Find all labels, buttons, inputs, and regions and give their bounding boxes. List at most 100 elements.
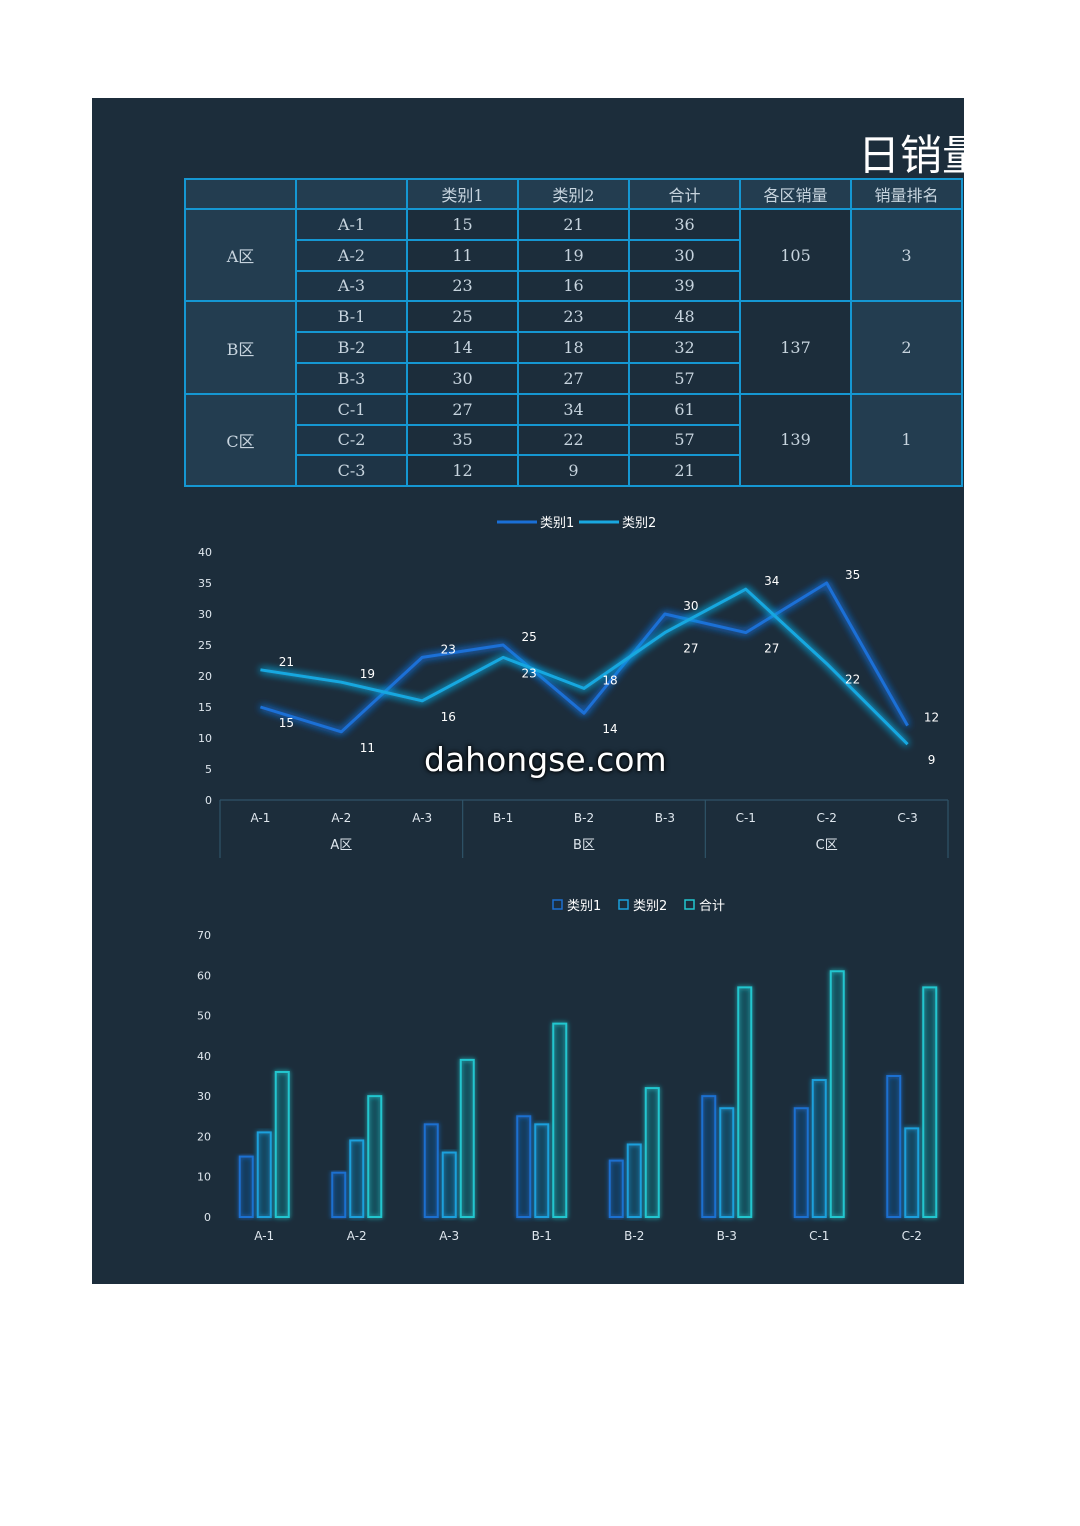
y-tick-label: 5 (205, 763, 212, 776)
value-cell: 16 (517, 269, 630, 303)
subzone-cell: B-3 (295, 361, 408, 395)
value-cell: 27 (406, 392, 519, 426)
y-tick-label: 0 (204, 1211, 211, 1224)
legend-label: 类别1 (567, 899, 601, 914)
table-header-cell: 类别1 (406, 178, 519, 210)
value-cell: 18 (517, 331, 630, 364)
table-header-cell: 合计 (628, 178, 741, 210)
rank-cell: 2 (850, 300, 963, 395)
data-label: 23 (441, 642, 456, 656)
table-row: C-3 12 9 21 (185, 454, 962, 488)
bar (886, 1075, 902, 1218)
rank-cell: 1 (850, 392, 963, 488)
data-label: 9 (928, 753, 936, 767)
subzone-cell: B-1 (295, 300, 408, 334)
bar (829, 970, 845, 1218)
line-chart-y-axis: 0 5 10 15 20 25 30 35 40 (198, 546, 212, 807)
sales-table: 类别1 类别2 合计 各区销量 销量排名 A区 A-1 15 21 36 105 3 A-2 1… (184, 178, 963, 488)
y-tick-label: 30 (197, 1090, 211, 1103)
bar (811, 1079, 827, 1218)
bar (331, 1171, 347, 1218)
line-chart-x-axis: A-1 A-2 A-3 B-1 B-2 B-3 C-1 C-2 C-3 A区 B区 C区 (219, 799, 949, 858)
bar (552, 1022, 568, 1218)
legend-swatch (684, 899, 695, 910)
table-row: B-3 30 27 57 (185, 361, 962, 395)
subzone-cell: A-3 (295, 269, 408, 303)
table-header-cell: 各区销量 (739, 178, 852, 210)
x-tick-label: B-2 (574, 811, 594, 825)
table-row: C区 C-1 27 34 61 139 1 (184, 392, 963, 488)
table-row: A-2 11 19 30 (185, 238, 962, 272)
data-label: 27 (764, 642, 779, 656)
x-group-label: A区 (330, 838, 352, 853)
value-cell: 12 (406, 454, 519, 488)
y-tick-label: 25 (198, 639, 212, 652)
bar (274, 1070, 290, 1218)
value-cell: 48 (628, 300, 741, 334)
value-cell: 57 (628, 423, 741, 457)
zone-cell: B区 (184, 300, 297, 395)
legend-label: 类别1 (540, 516, 574, 531)
value-cell: 32 (628, 331, 741, 364)
y-tick-label: 0 (205, 794, 212, 807)
watermark: dahongse.com (424, 740, 667, 779)
y-tick-label: 40 (197, 1050, 211, 1063)
bar (516, 1115, 532, 1219)
data-label: 23 (521, 666, 536, 680)
table-row: B区 B-1 25 23 48 137 2 (184, 300, 963, 395)
legend-label: 类别2 (622, 516, 656, 531)
bar (459, 1058, 475, 1218)
data-label: 16 (441, 710, 456, 724)
legend-swatch (552, 899, 563, 910)
y-tick-label: 30 (198, 608, 212, 621)
x-tick-label: B-2 (624, 1229, 644, 1243)
x-tick-label: B-3 (717, 1229, 737, 1243)
value-cell: 36 (628, 208, 741, 241)
table-row: B-2 14 18 32 (185, 331, 962, 364)
line-chart-data-labels: 15 11 23 25 14 30 27 35 12 21 19 16 23 18 27 34 22 9 (279, 568, 939, 767)
value-cell: 23 (517, 300, 630, 334)
bar (626, 1143, 642, 1218)
value-cell: 14 (406, 331, 519, 364)
value-cell: 19 (517, 238, 630, 272)
bar (793, 1107, 809, 1219)
y-tick-label: 15 (198, 701, 212, 714)
bar (922, 986, 938, 1218)
zone-total-cell: 105 (739, 207, 852, 303)
data-label: 18 (602, 673, 617, 687)
value-cell: 23 (406, 269, 519, 303)
data-label: 15 (279, 716, 294, 730)
value-cell: 21 (628, 454, 741, 488)
x-tick-label: A-1 (250, 811, 270, 825)
legend-label: 类别2 (633, 899, 667, 914)
x-tick-label: A-2 (331, 811, 351, 825)
value-cell: 61 (628, 392, 741, 426)
zone-total-cell: 137 (739, 300, 852, 395)
bar-chart-series (238, 970, 938, 1219)
y-tick-label: 70 (197, 929, 211, 942)
x-tick-label: C-3 (897, 811, 917, 825)
legend-label: 合计 (699, 899, 725, 914)
bar (608, 1159, 624, 1219)
x-tick-label: A-2 (347, 1229, 367, 1243)
y-tick-label: 60 (197, 969, 211, 982)
data-label: 12 (924, 711, 939, 725)
legend-swatch (618, 899, 629, 910)
value-cell: 39 (628, 269, 741, 303)
y-tick-label: 10 (198, 732, 212, 745)
bar (701, 1095, 717, 1218)
x-tick-label: C-2 (902, 1229, 922, 1243)
table-header-cell: 销量排名 (850, 178, 963, 210)
y-tick-label: 50 (197, 1010, 211, 1023)
data-label: 11 (360, 741, 375, 755)
value-cell: 11 (406, 238, 519, 272)
subzone-cell: C-3 (295, 454, 408, 488)
bar (423, 1123, 439, 1218)
data-label: 19 (360, 667, 375, 681)
page-title: 日销量 (858, 131, 964, 180)
bar (349, 1139, 365, 1219)
value-cell: 34 (517, 392, 630, 426)
x-tick-label: C-1 (736, 811, 756, 825)
x-group-label: C区 (816, 838, 838, 853)
value-cell: 22 (517, 423, 630, 457)
